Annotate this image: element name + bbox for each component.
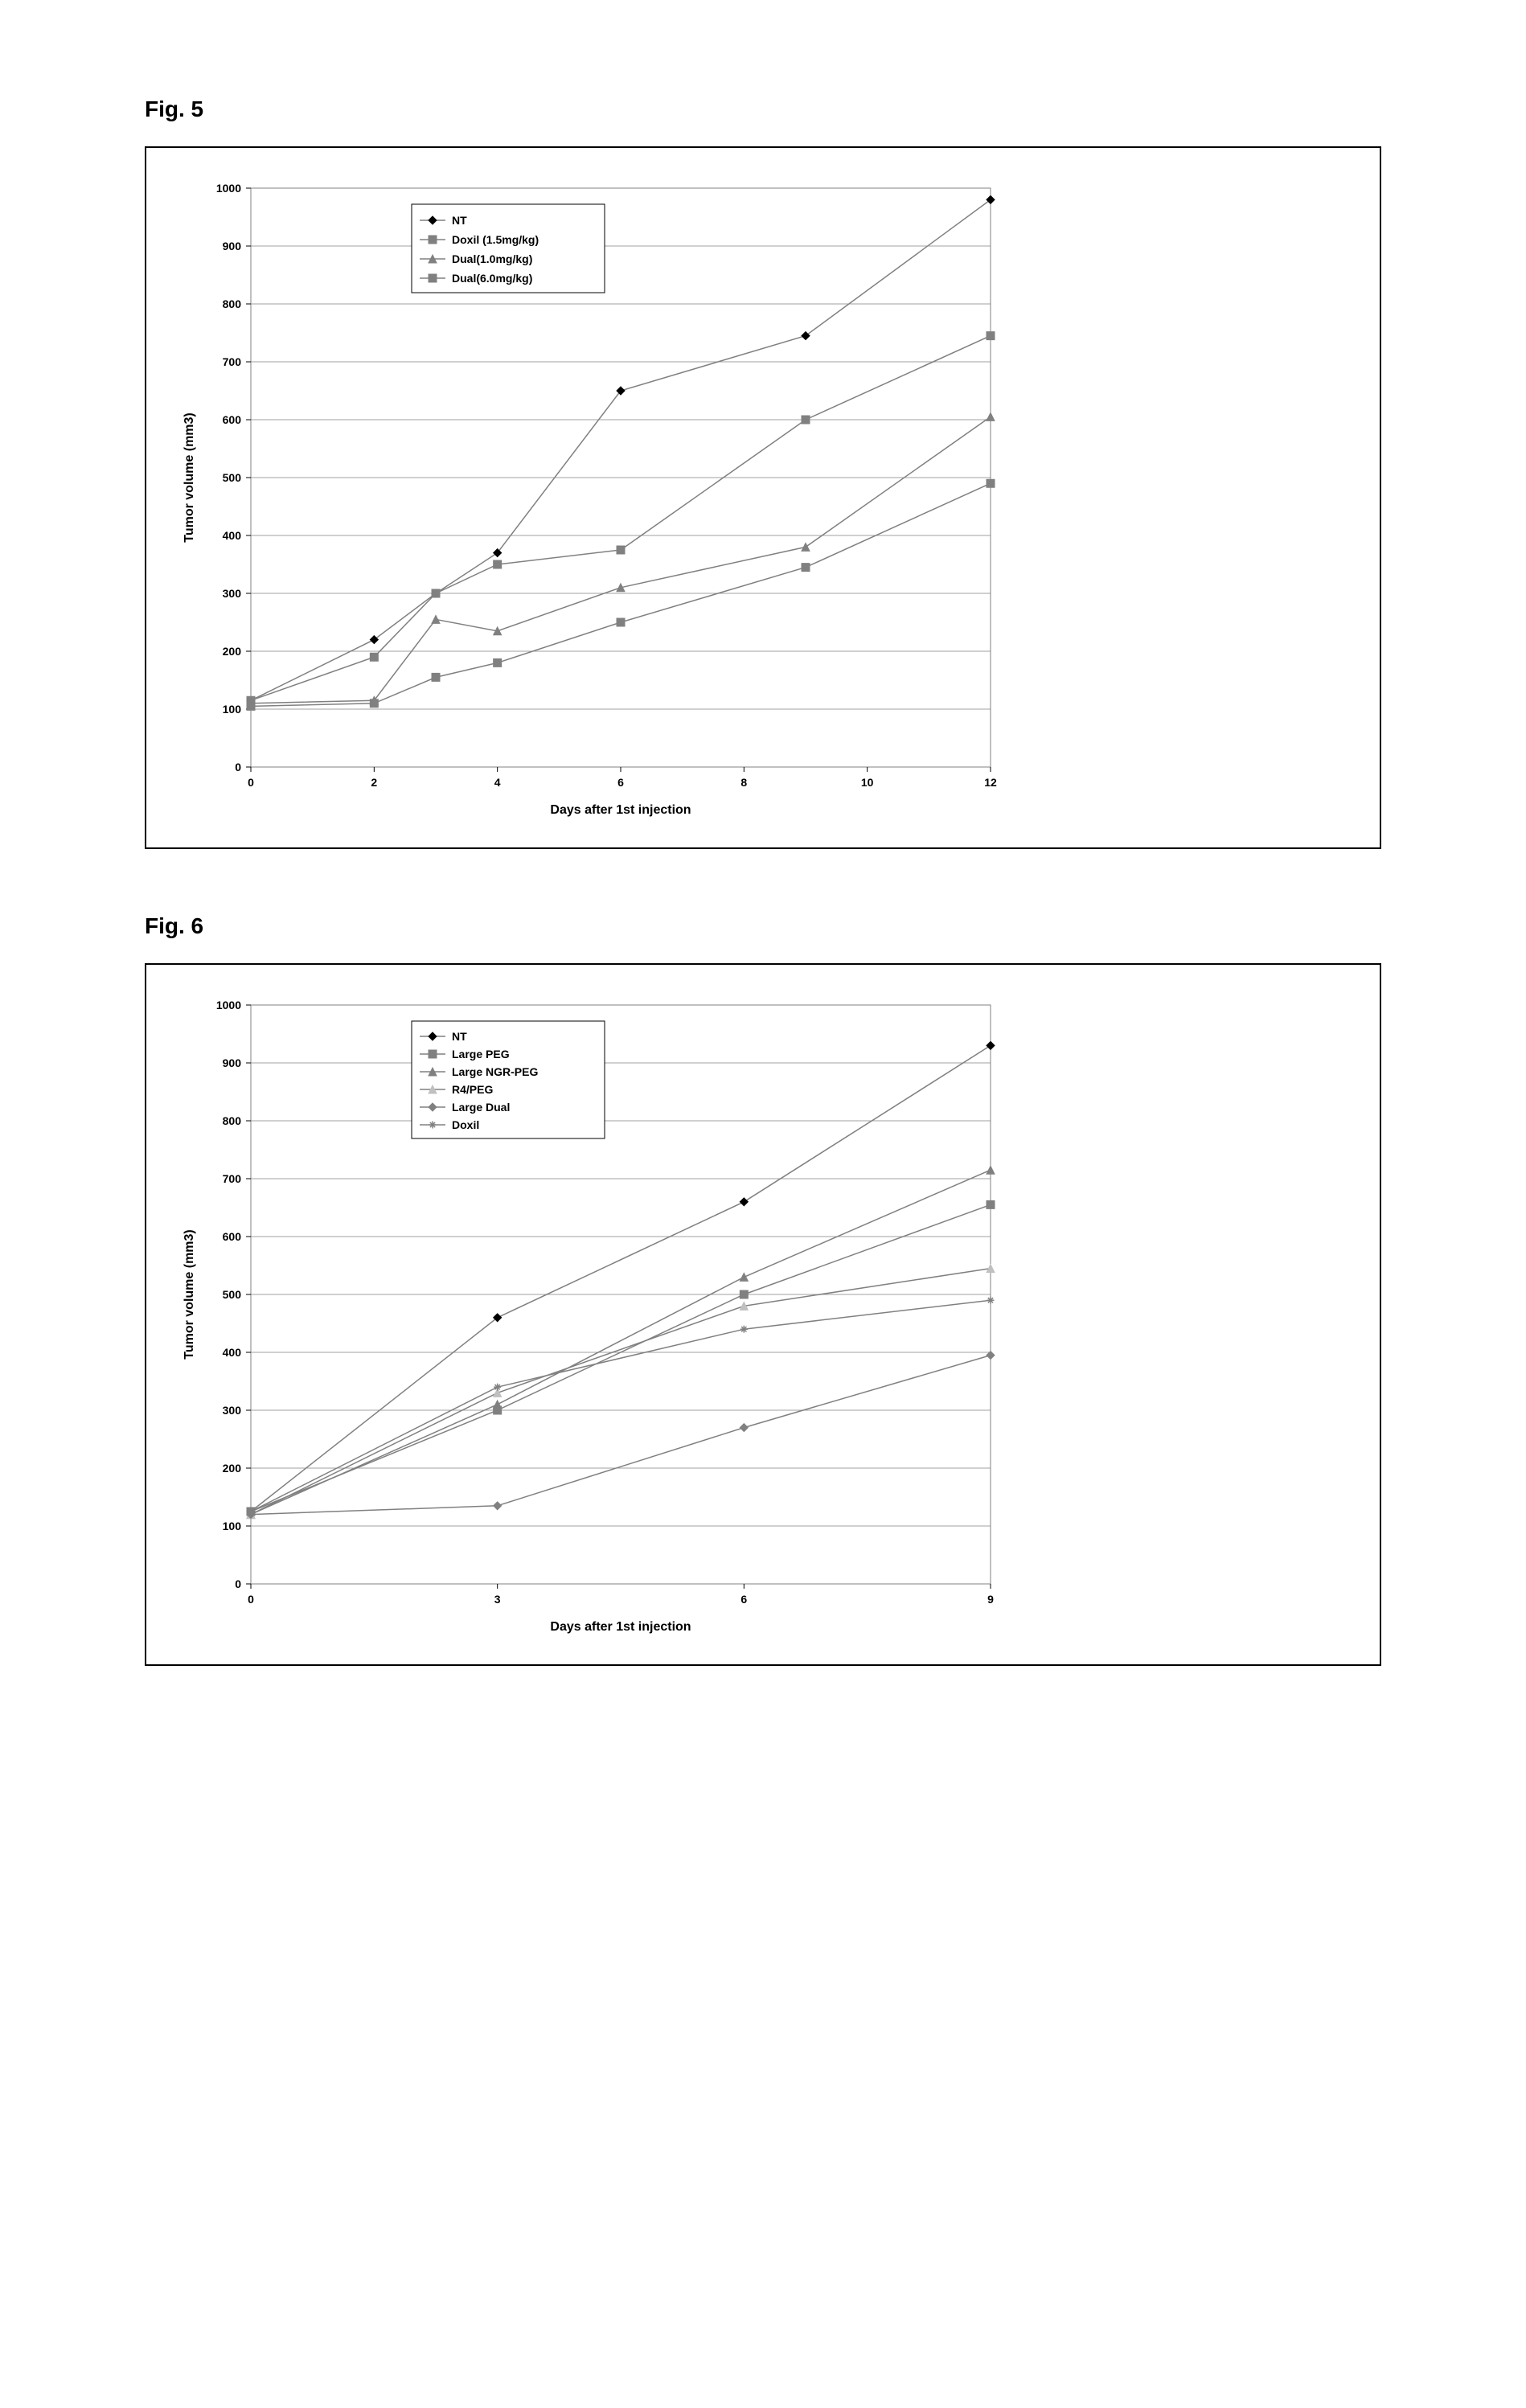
figure-6-frame: 0 100 200 300 400 500 600 700 800 900 1000 0 3 6 9 Days… xyxy=(145,963,1381,1666)
svg-text:8: 8 xyxy=(740,776,747,789)
svg-text:100: 100 xyxy=(223,1520,242,1532)
svg-text:Large NGR-PEG: Large NGR-PEG xyxy=(452,1065,538,1078)
svg-text:300: 300 xyxy=(223,587,242,600)
svg-text:200: 200 xyxy=(223,645,242,658)
svg-text:Dual(6.0mg/kg): Dual(6.0mg/kg) xyxy=(452,272,532,285)
svg-text:6: 6 xyxy=(617,776,624,789)
figure-6-label: Fig. 6 xyxy=(145,913,1381,939)
svg-text:700: 700 xyxy=(223,355,242,368)
svg-text:9: 9 xyxy=(987,1593,994,1606)
svg-text:Doxil (1.5mg/kg): Doxil (1.5mg/kg) xyxy=(452,233,539,246)
svg-text:500: 500 xyxy=(223,471,242,484)
svg-text:1000: 1000 xyxy=(216,999,241,1011)
svg-text:R4/PEG: R4/PEG xyxy=(452,1083,493,1096)
figure-5-chart: 0 100 200 300 400 500 600 700 800 900 1000 0 2 4 6 8 10 1… xyxy=(178,172,1315,823)
svg-text:Large PEG: Large PEG xyxy=(452,1048,510,1060)
svg-text:900: 900 xyxy=(223,240,242,252)
svg-text:500: 500 xyxy=(223,1288,242,1301)
svg-text:Large Dual: Large Dual xyxy=(452,1101,510,1114)
svg-text:0: 0 xyxy=(248,1593,254,1606)
svg-text:4: 4 xyxy=(494,776,501,789)
svg-text:NT: NT xyxy=(452,1030,467,1043)
svg-text:0: 0 xyxy=(248,776,254,789)
svg-text:700: 700 xyxy=(223,1172,242,1185)
svg-text:400: 400 xyxy=(223,529,242,542)
svg-text:Doxil: Doxil xyxy=(452,1118,479,1131)
svg-text:12: 12 xyxy=(984,776,997,789)
svg-text:Days after 1st injection: Days after 1st injection xyxy=(550,1620,691,1634)
svg-text:0: 0 xyxy=(235,761,241,773)
svg-text:100: 100 xyxy=(223,703,242,716)
svg-text:600: 600 xyxy=(223,413,242,426)
svg-text:200: 200 xyxy=(223,1462,242,1475)
svg-text:1000: 1000 xyxy=(216,182,241,195)
svg-text:600: 600 xyxy=(223,1230,242,1243)
svg-text:Dual(1.0mg/kg): Dual(1.0mg/kg) xyxy=(452,252,532,265)
figure-6: Fig. 6 010020030040050060070080090010000… xyxy=(145,913,1381,1666)
svg-text:Tumor volume (mm3): Tumor volume (mm3) xyxy=(183,1229,196,1360)
svg-text:400: 400 xyxy=(223,1346,242,1359)
svg-text:300: 300 xyxy=(223,1404,242,1417)
figure-5-label: Fig. 5 xyxy=(145,96,1381,122)
svg-text:Tumor volume (mm3): Tumor volume (mm3) xyxy=(183,412,196,543)
svg-text:Days after 1st injection: Days after 1st injection xyxy=(550,803,691,817)
svg-text:2: 2 xyxy=(371,776,377,789)
svg-text:10: 10 xyxy=(861,776,874,789)
svg-text:800: 800 xyxy=(223,1114,242,1127)
svg-text:NT: NT xyxy=(452,214,467,227)
figure-5-frame: 0 100 200 300 400 500 600 700 800 900 1000 0 2 4 6 8 10 1… xyxy=(145,146,1381,849)
svg-text:900: 900 xyxy=(223,1056,242,1069)
svg-text:6: 6 xyxy=(740,1593,747,1606)
figure-6-chart: 0 100 200 300 400 500 600 700 800 900 1000 0 3 6 9 Days… xyxy=(178,989,1315,1640)
svg-text:800: 800 xyxy=(223,297,242,310)
svg-text:0: 0 xyxy=(235,1577,241,1590)
svg-text:3: 3 xyxy=(494,1593,501,1606)
figure-5: Fig. 5 010020030040050060070080090010000… xyxy=(145,96,1381,849)
